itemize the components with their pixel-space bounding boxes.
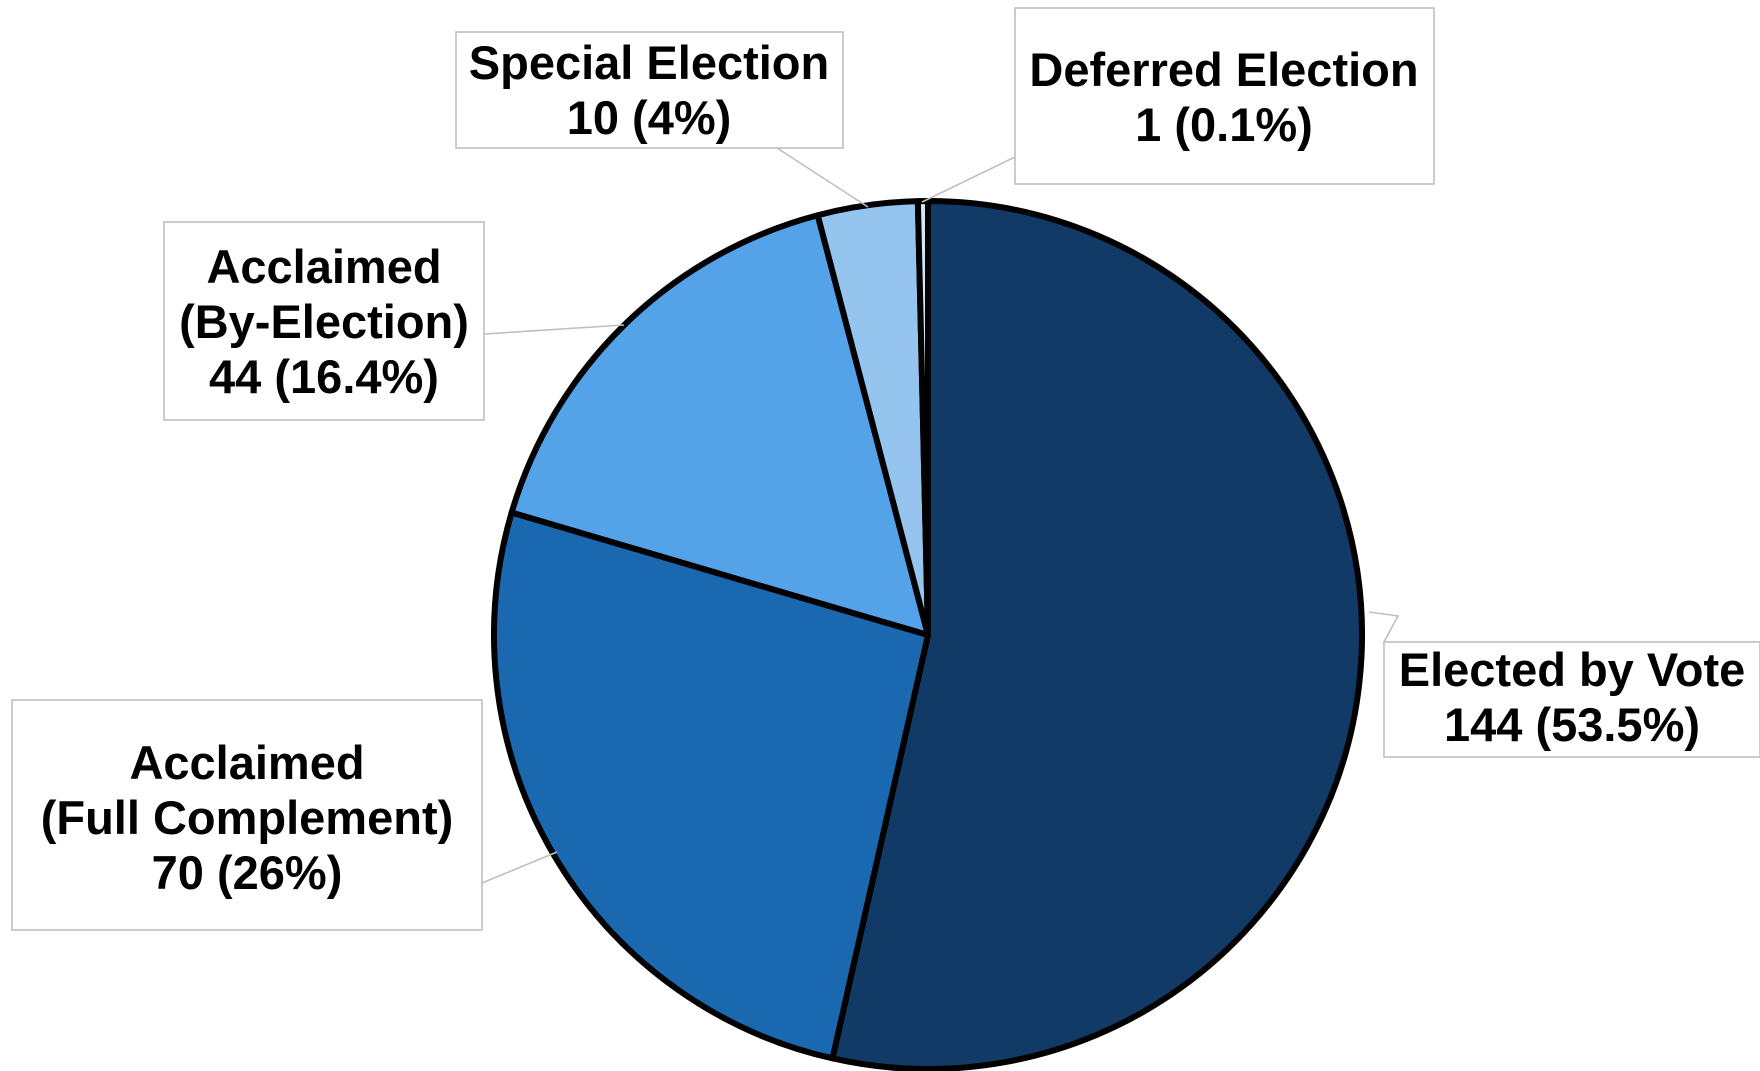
label-name-line: Special Election: [469, 36, 829, 89]
leader-line-elected-by-vote: [1368, 611, 1400, 643]
label-box-elected-by-vote: [1383, 641, 1760, 758]
label-box-deferred-election: [1014, 7, 1435, 185]
pie-slice-acclaimed-full-complement: [491, 509, 931, 1062]
leader-line-special-election: [776, 147, 869, 208]
label-name-line: Elected by Vote: [1399, 643, 1746, 696]
pie-slice-elected-by-vote: [829, 198, 1365, 1071]
label-name-line: Acclaimed: [129, 736, 364, 789]
label-box-acclaimed-by-election: [163, 221, 485, 421]
pie-slices: [491, 198, 1365, 1071]
label-name-line: Deferred Election: [1029, 43, 1418, 96]
label-name-line: (Full Complement): [41, 791, 454, 844]
label-value: 144 (53.5%): [1444, 698, 1700, 751]
label-value: 1 (0.1%): [1135, 98, 1313, 151]
label-name-line: Acclaimed: [206, 240, 441, 293]
label-acclaimed-full-complement: Acclaimed(Full Complement)70 (26%): [11, 699, 558, 931]
label-acclaimed-by-election: Acclaimed(By-Election)44 (16.4%): [163, 221, 625, 421]
label-value: 44 (16.4%): [209, 350, 439, 403]
leader-line-acclaimed-by-election: [483, 324, 625, 335]
label-box-special-election: [455, 31, 844, 149]
label-value: 10 (4%): [567, 91, 732, 144]
label-box-acclaimed-full-complement: [11, 699, 483, 931]
leader-line-deferred-election: [921, 156, 1016, 203]
leader-line-acclaimed-full-complement: [481, 851, 558, 884]
pie-slice-acclaimed-by-election: [508, 212, 931, 638]
label-name-line: (By-Election): [179, 295, 469, 348]
label-value: 70 (26%): [152, 846, 343, 899]
